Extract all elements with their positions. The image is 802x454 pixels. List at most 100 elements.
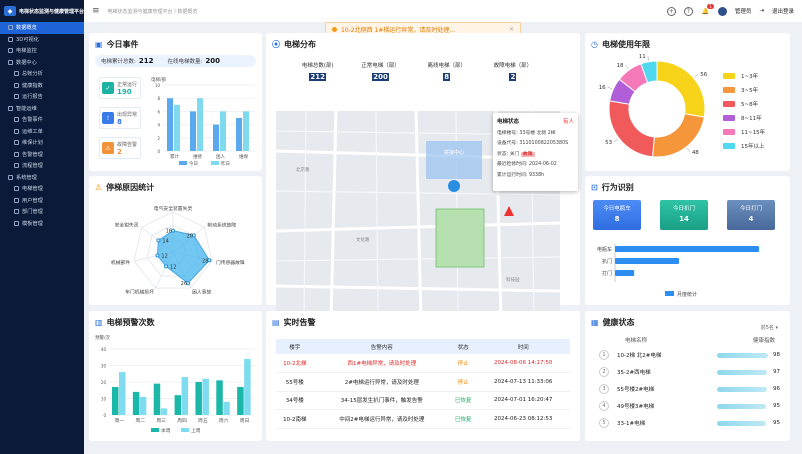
- legend-label: 5~8年: [741, 100, 759, 108]
- legend-swatch: [723, 143, 735, 149]
- bar: [167, 98, 173, 151]
- sidebar-item[interactable]: 部门管理: [0, 206, 84, 218]
- sidebar-item[interactable]: 维保计划: [0, 137, 84, 149]
- col-content: 告警内容: [313, 339, 450, 354]
- legend-swatch: [723, 73, 735, 79]
- alarm-table: 楼宇 告警内容 状态 时间 10-2北梯 西1#电梯异常，请及时处理 停止 2024-…: [276, 339, 570, 429]
- donut-slice: [640, 60, 658, 84]
- elevator-status-popup[interactable]: 电梯状态 有人 电梯楼号: 33号楼 北侧 2梯 设备代号: 3110100822…: [493, 113, 578, 191]
- legend-label: 月度统计: [677, 291, 697, 298]
- leader-line: [647, 55, 649, 61]
- logout-icon[interactable]: ⇥: [759, 8, 764, 14]
- sidebar-item[interactable]: 健康指数: [0, 80, 84, 92]
- sidebar-item[interactable]: 电梯监控: [0, 45, 84, 57]
- topbar: ≡ 电梯状态监测与健康管理平台 / 数据概览 + ? 🔔 1 管理员 ⇥ 退出登录: [84, 0, 802, 22]
- last-check-label: 最近检修时间:: [497, 162, 528, 167]
- leader-line: [694, 74, 699, 78]
- sidebar-item[interactable]: 运维工单: [0, 126, 84, 138]
- table-cell: 已恢复: [449, 409, 477, 429]
- sidebar-item[interactable]: 模板管理: [0, 218, 84, 230]
- sidebar-item-label: 运维工单: [22, 128, 43, 135]
- sidebar-item[interactable]: 3D可视化: [0, 34, 84, 46]
- category-label: 车门机械损坏: [125, 289, 154, 296]
- sidebar-item[interactable]: 用户管理: [0, 195, 84, 207]
- table-row[interactable]: 10-2北梯 西1#电梯异常，请及时处理 停止 2024-08-06 14:17:50: [276, 354, 570, 373]
- panel-title: ▦ 健康状态: [591, 318, 635, 327]
- sidebar-item[interactable]: 数据中心: [0, 57, 84, 69]
- sidebar-item[interactable]: 运行报告: [0, 91, 84, 103]
- data-label: 28: [202, 258, 208, 264]
- list-item[interactable]: 4 49号楼3#电梯 95: [599, 399, 802, 413]
- add-icon[interactable]: +: [666, 6, 676, 16]
- app-logo[interactable]: ◆ 电梯状态监测与健康管理平台: [0, 0, 84, 22]
- table-row[interactable]: 55号楼 2#电梯运行异常，请及时处理 停止 2024-07-13 11:33:06: [276, 372, 570, 392]
- list-item[interactable]: 2 35-2#西电梯 97: [599, 365, 802, 379]
- warning-label: 出现异常: [117, 111, 138, 118]
- avatar[interactable]: [717, 6, 727, 16]
- list-item[interactable]: 1 10-2梯 北2#电梯 98: [599, 348, 802, 362]
- legend-label: 11~15年: [741, 128, 766, 136]
- sidebar-item[interactable]: 流程管理: [0, 160, 84, 172]
- menu-icon: [14, 82, 19, 88]
- sidebar-item[interactable]: 总帐分析: [0, 68, 84, 80]
- behavior-card-door-hit[interactable]: 今日打门 4: [727, 200, 775, 230]
- menu-toggle-icon[interactable]: ≡: [92, 6, 100, 16]
- legend-label: 今日: [189, 160, 198, 167]
- bar: [615, 258, 679, 264]
- rank-badge: 5: [599, 418, 609, 428]
- map-stat: 正常电梯（部） 200: [361, 61, 400, 97]
- legend-label: 本周: [161, 427, 171, 434]
- sidebar-item-label: 总帐分析: [22, 71, 43, 78]
- sidebar-item[interactable]: 告警事件: [0, 114, 84, 126]
- sidebar-item[interactable]: 电梯管理: [0, 183, 84, 195]
- stop-reason-panel: ⚠ 停梯原因统计 16 20 28 26 12 12 14 电气安全装置失灵 制动系统故障 门传感器…: [89, 176, 262, 305]
- stat-digits: 8: [427, 73, 466, 81]
- close-icon[interactable]: ✕: [508, 26, 514, 33]
- top-filter-select[interactable]: 前5名 ▾: [760, 325, 778, 331]
- runtime-label: 累计运行时间:: [497, 172, 528, 178]
- sidebar-item[interactable]: 系统管理: [0, 172, 84, 184]
- floor-value: 33号楼 北侧 2梯: [519, 130, 556, 136]
- fault-icon: ⚠: [102, 142, 114, 154]
- behavior-card-door-pry[interactable]: 今日扒门 14: [660, 200, 708, 230]
- chart-icon: ▥: [95, 318, 103, 327]
- map-stat: 故障电梯（部） 2: [493, 61, 533, 97]
- radar-point: [156, 238, 161, 243]
- category-label: 困人事故: [192, 289, 211, 296]
- sidebar-item[interactable]: 智能运维: [0, 103, 84, 115]
- code-label: 设备代号:: [497, 141, 518, 146]
- health-bar: [717, 369, 768, 375]
- list-item[interactable]: 3 55号楼2#电梯 96: [599, 382, 802, 396]
- sidebar-item[interactable]: 数据概览: [0, 22, 84, 34]
- behavior-card-ebike[interactable]: 今日电瓶车 8: [593, 200, 641, 230]
- table-cell: 55号楼: [276, 372, 314, 392]
- donut-slice: [608, 100, 655, 158]
- sidebar-item[interactable]: 告警管理: [0, 149, 84, 161]
- stat-label: 电梯总数(部): [301, 63, 334, 69]
- panel-title: ▣ 今日事件: [95, 40, 139, 49]
- code-value: 311010082205380S: [519, 141, 569, 146]
- stat-label: 故障电梯（部）: [493, 63, 533, 69]
- sidebar-item-label: 模板管理: [22, 220, 43, 227]
- bar: [195, 382, 202, 415]
- table-row[interactable]: 10-2南梯 中间2#电梯运行异常，请及时处理 已恢复 2024-06-23 08:1…: [276, 409, 570, 429]
- elevator-name: 10-2梯 北2#电梯: [617, 353, 662, 359]
- data-label: 11: [639, 54, 646, 60]
- donut-slice: [656, 60, 706, 118]
- col-building: 楼宇: [276, 339, 314, 354]
- legend-swatch: [665, 291, 674, 296]
- category-label: 电气安全装置失灵: [154, 205, 193, 212]
- leader-line: [607, 86, 613, 90]
- category-label: 周五: [198, 418, 208, 424]
- list-item[interactable]: 5 33-1#电梯 95: [599, 416, 802, 430]
- bell-icon[interactable]: 🔔 1: [701, 3, 714, 15]
- help-icon[interactable]: ?: [683, 6, 693, 16]
- col-score: 健康指数: [752, 338, 775, 344]
- table-row[interactable]: 34号楼 34-15层发生扒门事件，触发告警 已恢复 2024-07-01 16:20…: [276, 391, 570, 410]
- bar: [181, 377, 189, 415]
- tick-label: 4: [157, 123, 160, 128]
- logout-button[interactable]: 退出登录: [771, 9, 794, 15]
- data-label: 48: [692, 150, 699, 156]
- user-name[interactable]: 管理员: [734, 9, 752, 15]
- bar: [223, 401, 230, 415]
